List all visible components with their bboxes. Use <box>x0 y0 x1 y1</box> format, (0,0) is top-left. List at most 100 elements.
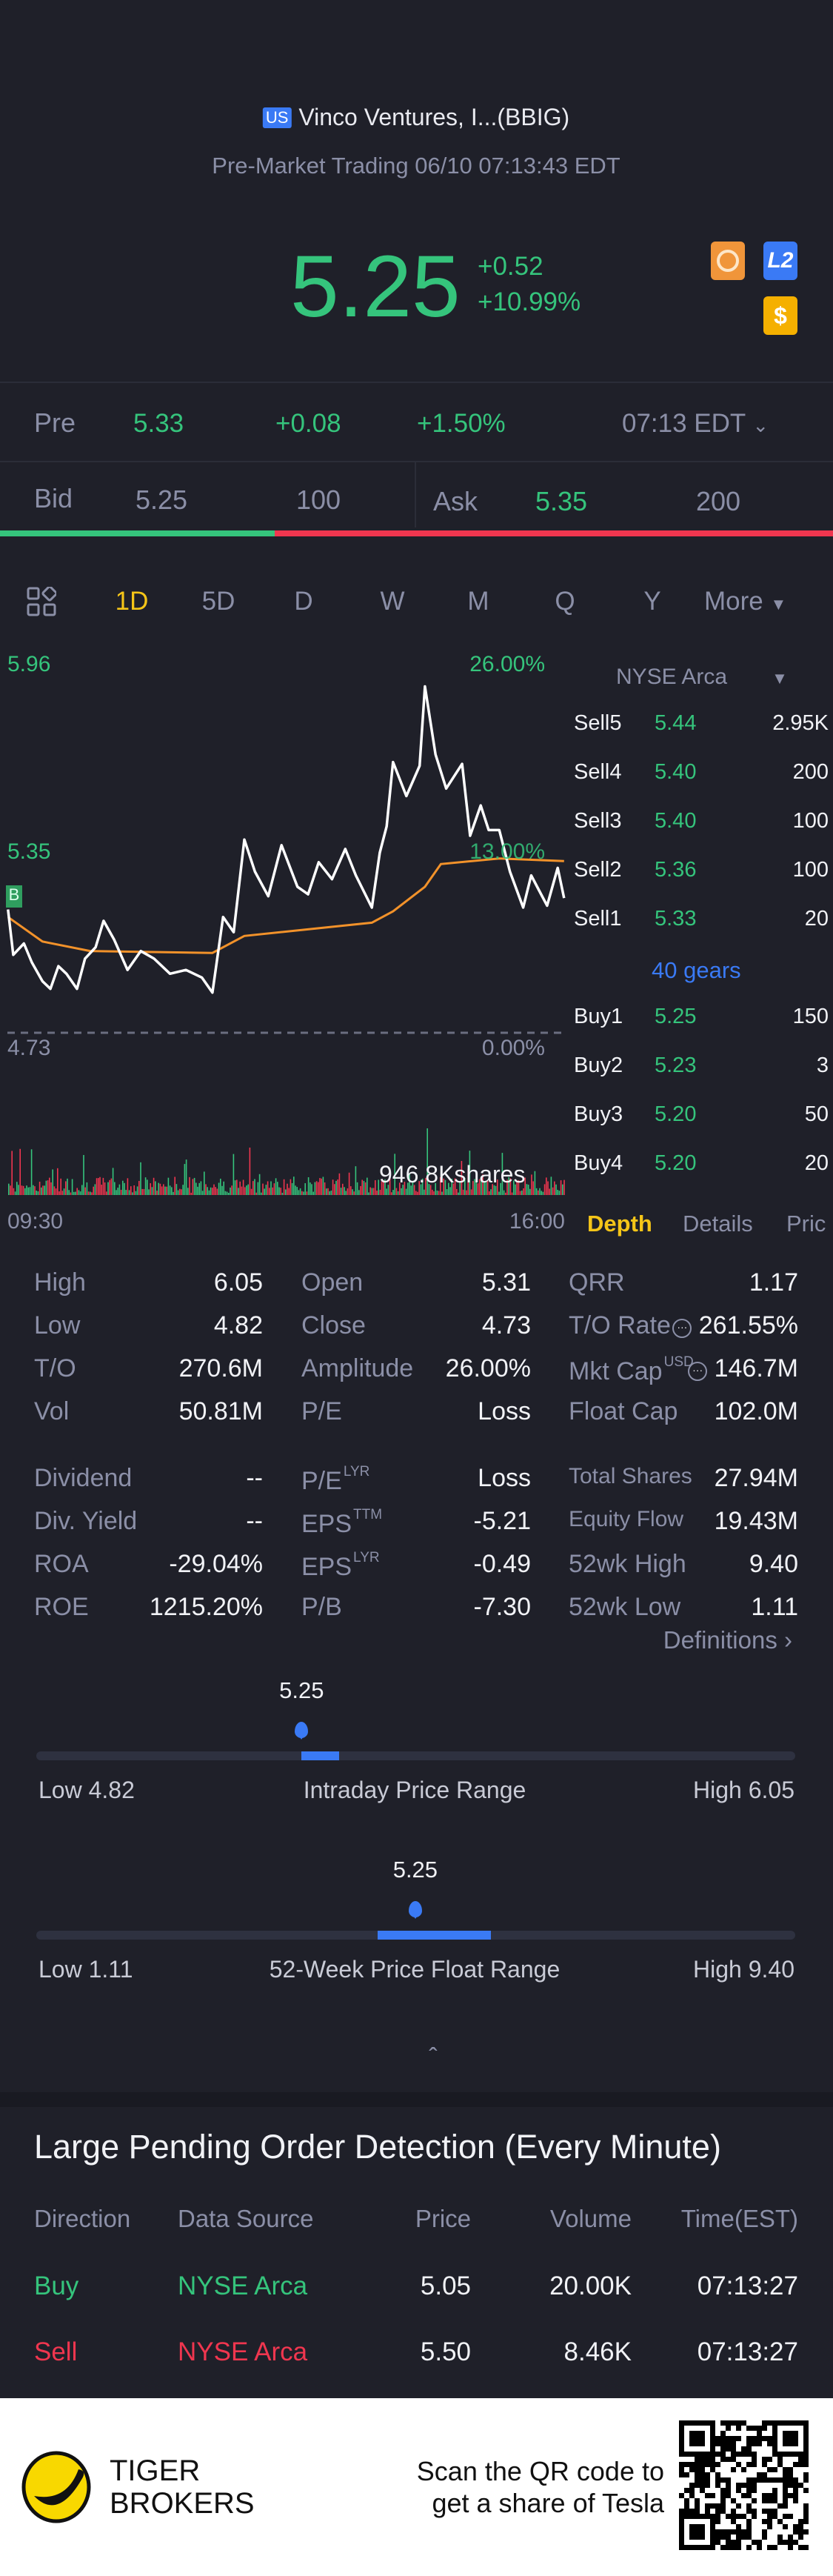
column-header: Data Source <box>178 2205 314 2232</box>
tab-d[interactable]: D <box>294 587 313 616</box>
volume-bar <box>213 1184 215 1195</box>
chart-layout-icon[interactable] <box>27 585 58 616</box>
volume-bar <box>441 1191 443 1195</box>
volume-bar <box>281 1192 284 1195</box>
volume-bar <box>516 1181 518 1195</box>
volume-bar <box>497 1179 498 1195</box>
volume-bar <box>348 1172 350 1195</box>
stat-label-text: Div. Yield <box>34 1507 138 1535</box>
tab-w[interactable]: W <box>380 587 405 616</box>
volume-bar <box>486 1180 489 1195</box>
stat-label-text: P/B <box>301 1593 342 1621</box>
buy-marker[interactable]: B <box>6 885 22 908</box>
qr-module <box>705 2509 710 2514</box>
volume-bar <box>246 1185 247 1195</box>
volume-bar <box>30 1149 33 1195</box>
stat-label-text: 52wk High <box>569 1550 686 1578</box>
stat-label-text: EPS <box>301 1510 352 1538</box>
cta-line1: Scan the QR code to <box>416 2456 664 2486</box>
volume-bar <box>98 1178 99 1195</box>
stat-value-text: 4.82 <box>213 1311 263 1339</box>
column-header: Volume <box>549 2205 632 2232</box>
qr-module <box>731 2452 736 2457</box>
tab-m[interactable]: M <box>467 587 489 616</box>
volume-bar <box>315 1181 318 1195</box>
qr-module <box>752 2462 757 2467</box>
volume-bar <box>424 1189 425 1195</box>
definitions-link[interactable]: Definitions › <box>663 1626 792 1654</box>
stat-value-text: -5.21 <box>473 1507 532 1535</box>
orderbook-tab-depth[interactable]: Depth <box>587 1211 652 1237</box>
volume-bar <box>212 1188 213 1195</box>
pre-time-selector[interactable]: 07:13 EDT ⌄ <box>622 409 769 439</box>
qr-module <box>793 2483 798 2488</box>
range-current: 5.25 <box>279 1677 324 1703</box>
qr-module <box>803 2519 809 2524</box>
orderbook-tab-details[interactable]: Details <box>683 1211 753 1237</box>
volume-bar <box>87 1191 90 1195</box>
volume-bar <box>464 1178 466 1195</box>
volume-bar <box>485 1180 487 1195</box>
qr-module <box>715 2503 720 2509</box>
qr-module <box>720 2436 726 2441</box>
volume-bar <box>529 1188 531 1195</box>
qr-module <box>757 2540 762 2545</box>
volume-bar <box>527 1184 529 1195</box>
volume-bar <box>435 1182 436 1195</box>
tab-q[interactable]: Q <box>555 587 575 616</box>
qr-module <box>741 2529 746 2535</box>
level2-icon[interactable]: L2 <box>763 242 797 280</box>
tab-1d[interactable]: 1D <box>115 587 149 616</box>
qr-module <box>798 2483 803 2488</box>
info-icon[interactable]: ··· <box>672 1319 692 1338</box>
volume-bar <box>543 1184 546 1195</box>
qr-module <box>731 2436 736 2441</box>
qr-module <box>705 2457 710 2462</box>
qr-module <box>726 2483 731 2488</box>
volume-bar <box>36 1191 37 1195</box>
options-icon[interactable] <box>711 242 745 280</box>
volume-bar <box>493 1185 495 1195</box>
qr-module <box>726 2477 731 2483</box>
volume-bar <box>364 1182 367 1195</box>
info-icon[interactable]: ··· <box>688 1362 708 1381</box>
volume-bar <box>392 1190 394 1195</box>
volume-bar <box>175 1184 178 1195</box>
caret-down-icon: ▼ <box>772 669 788 688</box>
volume-bar <box>164 1186 166 1195</box>
volume-bar <box>524 1177 526 1195</box>
volume-bar <box>269 1188 270 1195</box>
tab-5d[interactable]: 5D <box>201 587 235 616</box>
orderbook-qty: 200 <box>792 760 829 784</box>
qr-module <box>752 2483 757 2488</box>
column-header: Price <box>415 2205 471 2232</box>
orderbook-tab-pric[interactable]: Pric <box>786 1211 826 1237</box>
volume-bar <box>448 1182 449 1195</box>
volume-bar <box>101 1185 102 1195</box>
volume-bar <box>13 1188 15 1195</box>
sell-row-cell: Sell <box>34 2337 78 2366</box>
volume-bar <box>526 1184 528 1195</box>
volume-bar <box>118 1184 121 1195</box>
dollar-icon[interactable]: $ <box>763 296 797 335</box>
qr-module <box>772 2545 777 2550</box>
bid-price: 5.25 <box>136 485 188 515</box>
brand-line1: TIGER <box>110 2454 201 2487</box>
qr-module <box>705 2462 710 2467</box>
volume-bar <box>37 1191 39 1195</box>
collapse-chevron-up-icon[interactable]: ˆ <box>429 2043 438 2071</box>
volume-bar <box>167 1177 170 1195</box>
volume-bar <box>84 1187 86 1195</box>
gears-link[interactable]: 40 gears <box>652 957 741 983</box>
stock-title[interactable]: US Vinco Ventures, I...(BBIG) <box>262 104 569 131</box>
stat-value: 19.43M <box>715 1507 798 1536</box>
tab-y[interactable]: Y <box>643 587 661 616</box>
exchange-selector[interactable]: NYSE Arca ▼ <box>616 665 788 690</box>
qr-module <box>695 2467 700 2472</box>
stat-label-text: Equity Flow <box>569 1507 684 1531</box>
y-axis-top: 5.96 <box>7 652 51 676</box>
stat-label: Mkt Cap USD <box>569 1354 694 1386</box>
qr-module <box>767 2420 772 2426</box>
intraday-chart[interactable] <box>0 637 570 1215</box>
tab-more[interactable]: More ▼ <box>704 587 786 616</box>
